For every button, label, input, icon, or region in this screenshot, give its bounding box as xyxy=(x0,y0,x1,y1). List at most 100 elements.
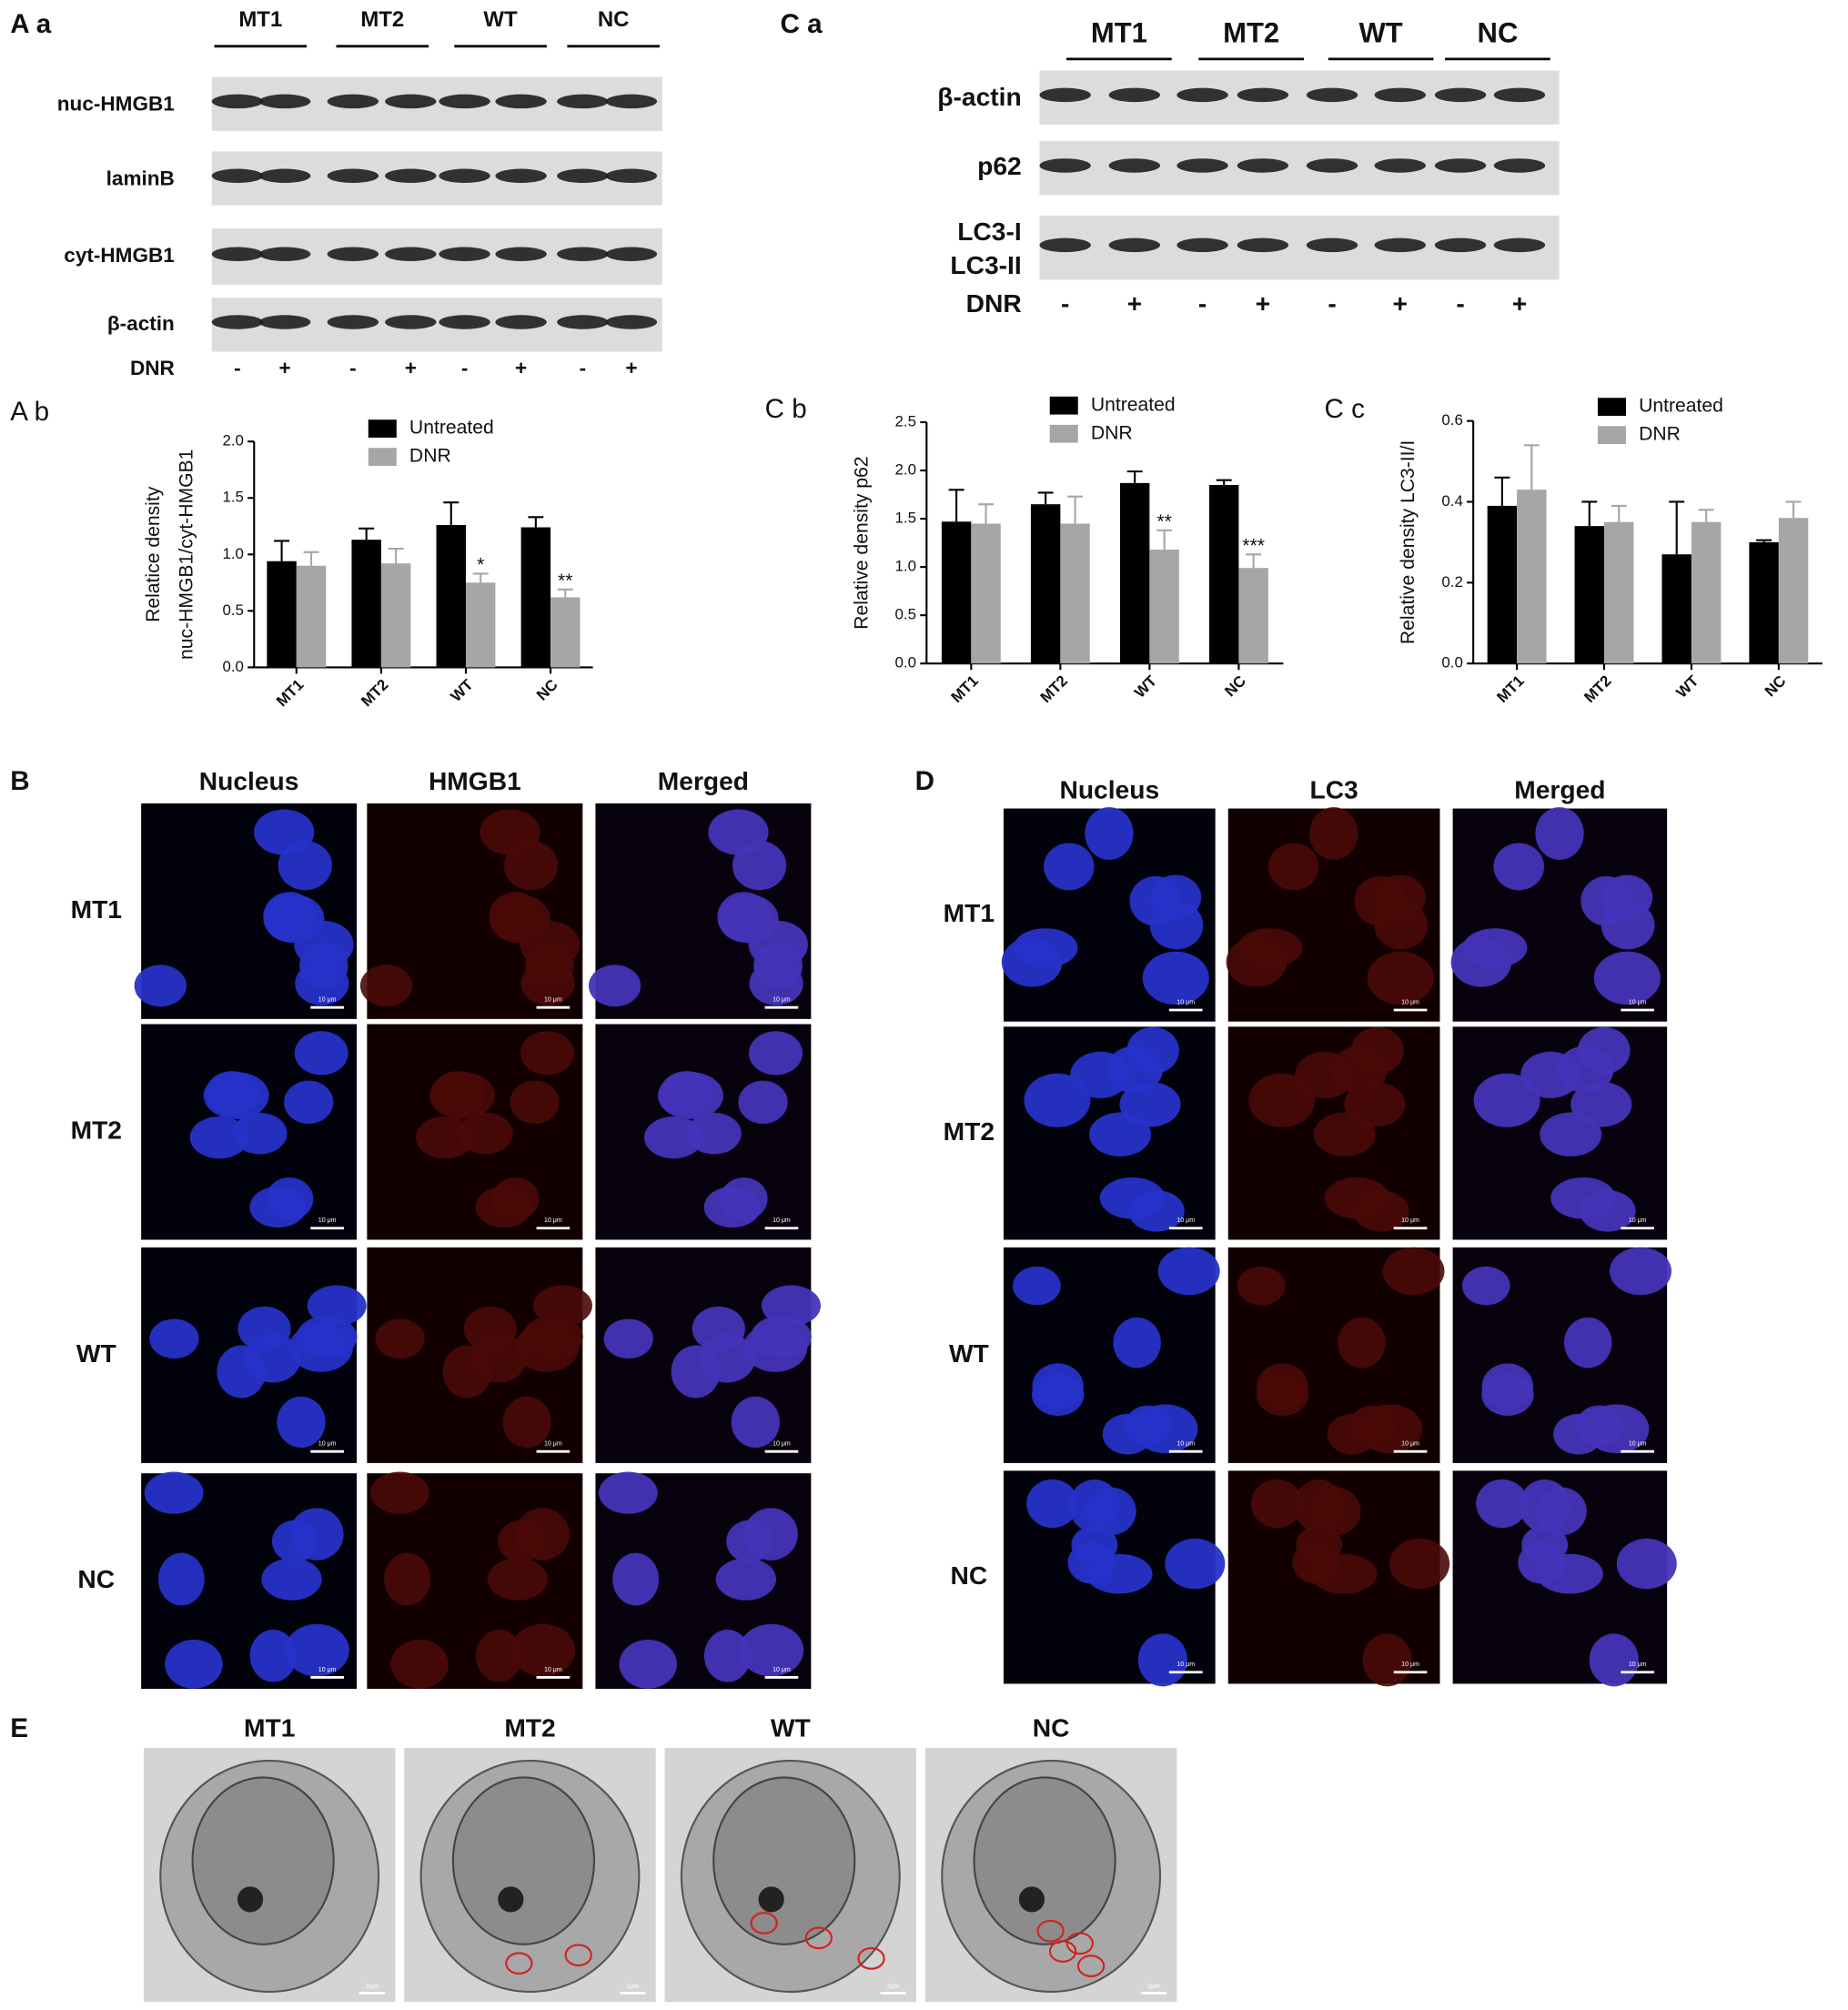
bar xyxy=(971,523,1001,664)
bar xyxy=(1030,504,1061,664)
column-label: HMGB1 xyxy=(429,766,521,795)
scale-bar-label: 10 μm xyxy=(1176,999,1195,1005)
legend-label: DNR xyxy=(1091,422,1133,443)
panel-label: E xyxy=(10,1713,28,1743)
em-nucleolus xyxy=(758,1886,784,1913)
cell xyxy=(1476,1479,1529,1529)
bar xyxy=(1149,550,1179,664)
row-label: WT xyxy=(949,1338,989,1368)
panel-label: D xyxy=(915,766,934,796)
cell xyxy=(1032,1363,1084,1409)
cell xyxy=(1071,1525,1118,1565)
legend-label: DNR xyxy=(409,446,451,467)
cell xyxy=(294,1031,348,1076)
cell xyxy=(285,1623,349,1677)
cell xyxy=(1250,1479,1303,1529)
cell xyxy=(502,1396,551,1448)
cell xyxy=(588,965,641,1007)
blot-band xyxy=(327,247,379,262)
treatment-sign: + xyxy=(1256,288,1270,318)
row-label: p62 xyxy=(977,151,1022,180)
em-nucleus xyxy=(973,1776,1116,1945)
row-label: NC xyxy=(77,1564,115,1593)
bar xyxy=(1604,521,1634,664)
blot-band xyxy=(495,315,547,329)
blot-band xyxy=(327,168,379,183)
scale-bar-label: 10 μm xyxy=(773,1217,791,1224)
cell xyxy=(390,1639,449,1689)
cell xyxy=(1616,1538,1677,1590)
legend-swatch xyxy=(1049,424,1078,443)
panel-label: C c xyxy=(1325,394,1366,424)
x-tick-label: MT2 xyxy=(358,676,391,710)
column-label: Nucleus xyxy=(199,766,299,795)
y-axis-label: nuc-HMGB1/cyt-HMGB1 xyxy=(177,449,197,660)
scale-bar-label: 2μm xyxy=(626,1984,639,1990)
bar xyxy=(1574,526,1605,664)
treatment-label: DNR xyxy=(966,288,1022,318)
x-tick-label: NC xyxy=(1221,672,1249,701)
cell xyxy=(510,1623,576,1677)
blot-band xyxy=(1493,237,1546,253)
significance: *** xyxy=(1242,535,1265,556)
cell xyxy=(165,1639,223,1689)
group-label: MT1 xyxy=(1091,16,1147,48)
bar xyxy=(941,521,972,664)
blot-band xyxy=(1237,237,1289,253)
blot-band xyxy=(557,94,609,109)
scale-bar-label: 10 μm xyxy=(1176,1217,1195,1224)
cell xyxy=(487,1558,548,1601)
treatment-sign: + xyxy=(515,357,527,379)
y-tick-label: 1.5 xyxy=(222,489,244,506)
cell xyxy=(1362,1633,1412,1687)
bar xyxy=(1691,521,1722,664)
y-tick-label: 1.0 xyxy=(222,545,244,562)
y-tick-label: 0.2 xyxy=(1441,573,1463,591)
cell xyxy=(205,1071,259,1116)
treatment-sign: - xyxy=(580,357,587,379)
y-axis-label: Relative density LC3-II/I xyxy=(1398,440,1419,644)
scale-bar-label: 10 μm xyxy=(773,1441,791,1448)
cell xyxy=(475,1187,533,1228)
legend-swatch xyxy=(1597,398,1626,416)
em-autophagosome-mark xyxy=(1065,1932,1094,1955)
blot-band xyxy=(1108,158,1161,173)
cell xyxy=(296,1316,358,1359)
scale-bar-label: 10 μm xyxy=(1176,1662,1195,1668)
x-tick-label: MT1 xyxy=(1493,672,1527,706)
row-label: NC xyxy=(951,1561,988,1590)
bar xyxy=(267,561,297,668)
cell xyxy=(307,1285,367,1327)
scale-bar-label: 10 μm xyxy=(773,1667,791,1673)
x-tick-label: NC xyxy=(1762,672,1790,701)
cell xyxy=(1589,1633,1639,1687)
bar xyxy=(1238,568,1268,664)
cell xyxy=(1536,1553,1603,1594)
cell xyxy=(144,1471,204,1514)
blot-band xyxy=(1176,237,1228,253)
cell xyxy=(189,1116,249,1159)
column-label: MT1 xyxy=(244,1713,295,1742)
cell xyxy=(748,1031,803,1076)
blot-band xyxy=(211,315,264,329)
bar xyxy=(1487,505,1518,664)
scale-bar-label: 10 μm xyxy=(544,1667,562,1673)
cell xyxy=(415,1116,475,1159)
x-tick-label: WT xyxy=(448,675,477,704)
cell xyxy=(375,1318,425,1359)
legend-swatch xyxy=(1049,396,1078,415)
legend-label: DNR xyxy=(1639,424,1681,445)
significance: ** xyxy=(1156,511,1171,532)
cell xyxy=(1473,1073,1540,1127)
y-tick-label: 2.0 xyxy=(895,461,917,479)
row-label: MT1 xyxy=(71,894,122,924)
cell xyxy=(1461,1266,1510,1306)
cell xyxy=(1309,807,1358,860)
x-tick-label: WT xyxy=(1673,672,1702,701)
group-label: WT xyxy=(483,7,518,32)
cell xyxy=(1126,1026,1179,1075)
cell xyxy=(1351,1026,1404,1075)
blot-band xyxy=(1039,158,1091,173)
scale-bar-label: 10 μm xyxy=(1176,1441,1195,1448)
